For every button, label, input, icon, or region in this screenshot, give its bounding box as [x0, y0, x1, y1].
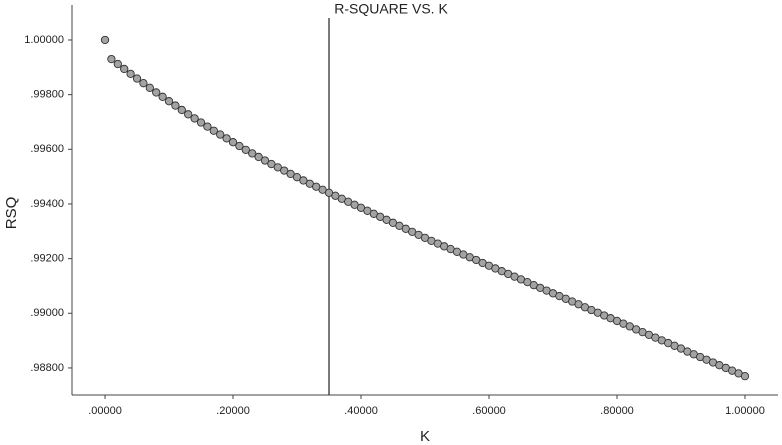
point: [216, 130, 225, 139]
y-tick-label: .98800: [30, 362, 64, 374]
point: [196, 118, 206, 127]
x-tick-label: .80000: [600, 405, 634, 417]
point: [209, 126, 218, 135]
x-tick-label: .40000: [344, 405, 378, 417]
point: [273, 163, 282, 172]
y-tick-label: .99600: [30, 143, 64, 155]
x-tick-label: 1.00000: [725, 405, 765, 417]
point: [740, 371, 750, 381]
point: [254, 152, 263, 162]
point: [132, 74, 142, 83]
x-tick-label: .60000: [472, 405, 506, 417]
point: [286, 169, 295, 179]
x-axis-title: K: [420, 428, 430, 445]
point: [241, 145, 250, 154]
point: [145, 83, 154, 92]
point: [158, 92, 167, 101]
y-tick-label: 1.00000: [24, 34, 64, 46]
point: [280, 166, 289, 175]
point: [164, 97, 174, 106]
point: [177, 105, 186, 115]
x-tick-label: .00000: [88, 405, 122, 417]
point: [299, 176, 308, 185]
point: [107, 54, 116, 64]
point: [184, 110, 193, 119]
point: [267, 159, 276, 169]
y-tick-label: .99000: [30, 307, 64, 319]
point: [152, 88, 161, 97]
point: [292, 173, 302, 182]
point: [203, 122, 212, 131]
point: [139, 79, 148, 88]
x-tick-label: .20000: [216, 405, 250, 417]
point: [248, 149, 257, 158]
point: [228, 138, 238, 147]
point: [100, 35, 110, 45]
chart-title: R-SQUARE VS. K: [334, 1, 448, 17]
point: [222, 134, 231, 143]
y-tick-label: .99400: [30, 198, 64, 210]
point: [260, 156, 270, 165]
point: [235, 141, 244, 151]
y-tick-label: .99800: [30, 89, 64, 101]
point: [120, 64, 129, 74]
point: [126, 69, 135, 79]
point: [171, 101, 180, 110]
y-tick-label: .99200: [30, 253, 64, 265]
point: [190, 114, 199, 123]
y-axis-title: RSQ: [3, 197, 20, 230]
point: [113, 59, 122, 69]
